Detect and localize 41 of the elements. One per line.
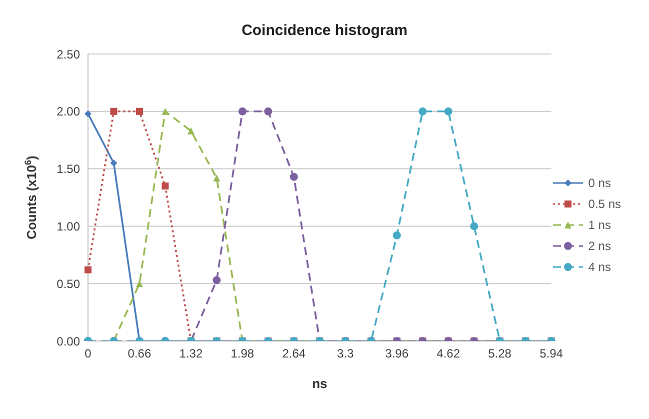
point (110, 108, 118, 115)
y-tick-label: 2.00 (56, 104, 80, 119)
x-tick-label: 1.98 (230, 346, 254, 361)
point (162, 108, 169, 115)
legend-label: 0.5 ns (588, 197, 621, 211)
point (264, 107, 272, 116)
point (238, 107, 246, 116)
point (84, 110, 92, 118)
y-tick-label: 0.50 (56, 276, 80, 291)
x-tick-label: 0.66 (128, 346, 152, 361)
point (136, 280, 143, 288)
legend-label: 1 ns (588, 218, 611, 232)
y-tick-label: 0.00 (56, 334, 80, 348)
x-tick-label: 3.96 (385, 346, 409, 361)
point (290, 172, 298, 181)
x-axis-title: ns (312, 376, 328, 391)
x-tick-label: 2.64 (282, 346, 306, 361)
point (187, 127, 194, 134)
chart-title: Coincidence histogram (240, 21, 408, 41)
legend-label: 0 ns (588, 176, 611, 190)
point (470, 222, 478, 230)
x-tick-label: 3.3 (337, 346, 354, 361)
x-tick-label: 1.32 (179, 346, 203, 361)
x-tick-label: 4.62 (436, 346, 460, 361)
point (162, 182, 169, 190)
point (444, 107, 452, 116)
x-tick-label: 5.94 (540, 346, 564, 361)
point (136, 108, 143, 115)
legend-label: 4 ns (588, 260, 611, 274)
y-tick-label: 1.50 (56, 162, 80, 176)
point (110, 160, 118, 167)
legend-label: 2 ns (588, 239, 611, 253)
x-tick-label: 5.28 (488, 346, 512, 361)
point (418, 107, 427, 116)
point (212, 276, 221, 284)
point (213, 174, 220, 182)
y-tick-label: 2.50 (56, 47, 80, 62)
point (84, 266, 92, 274)
point (392, 231, 401, 240)
x-tick-label: 0 (84, 346, 92, 361)
y-tick-label: 1.00 (56, 219, 80, 234)
